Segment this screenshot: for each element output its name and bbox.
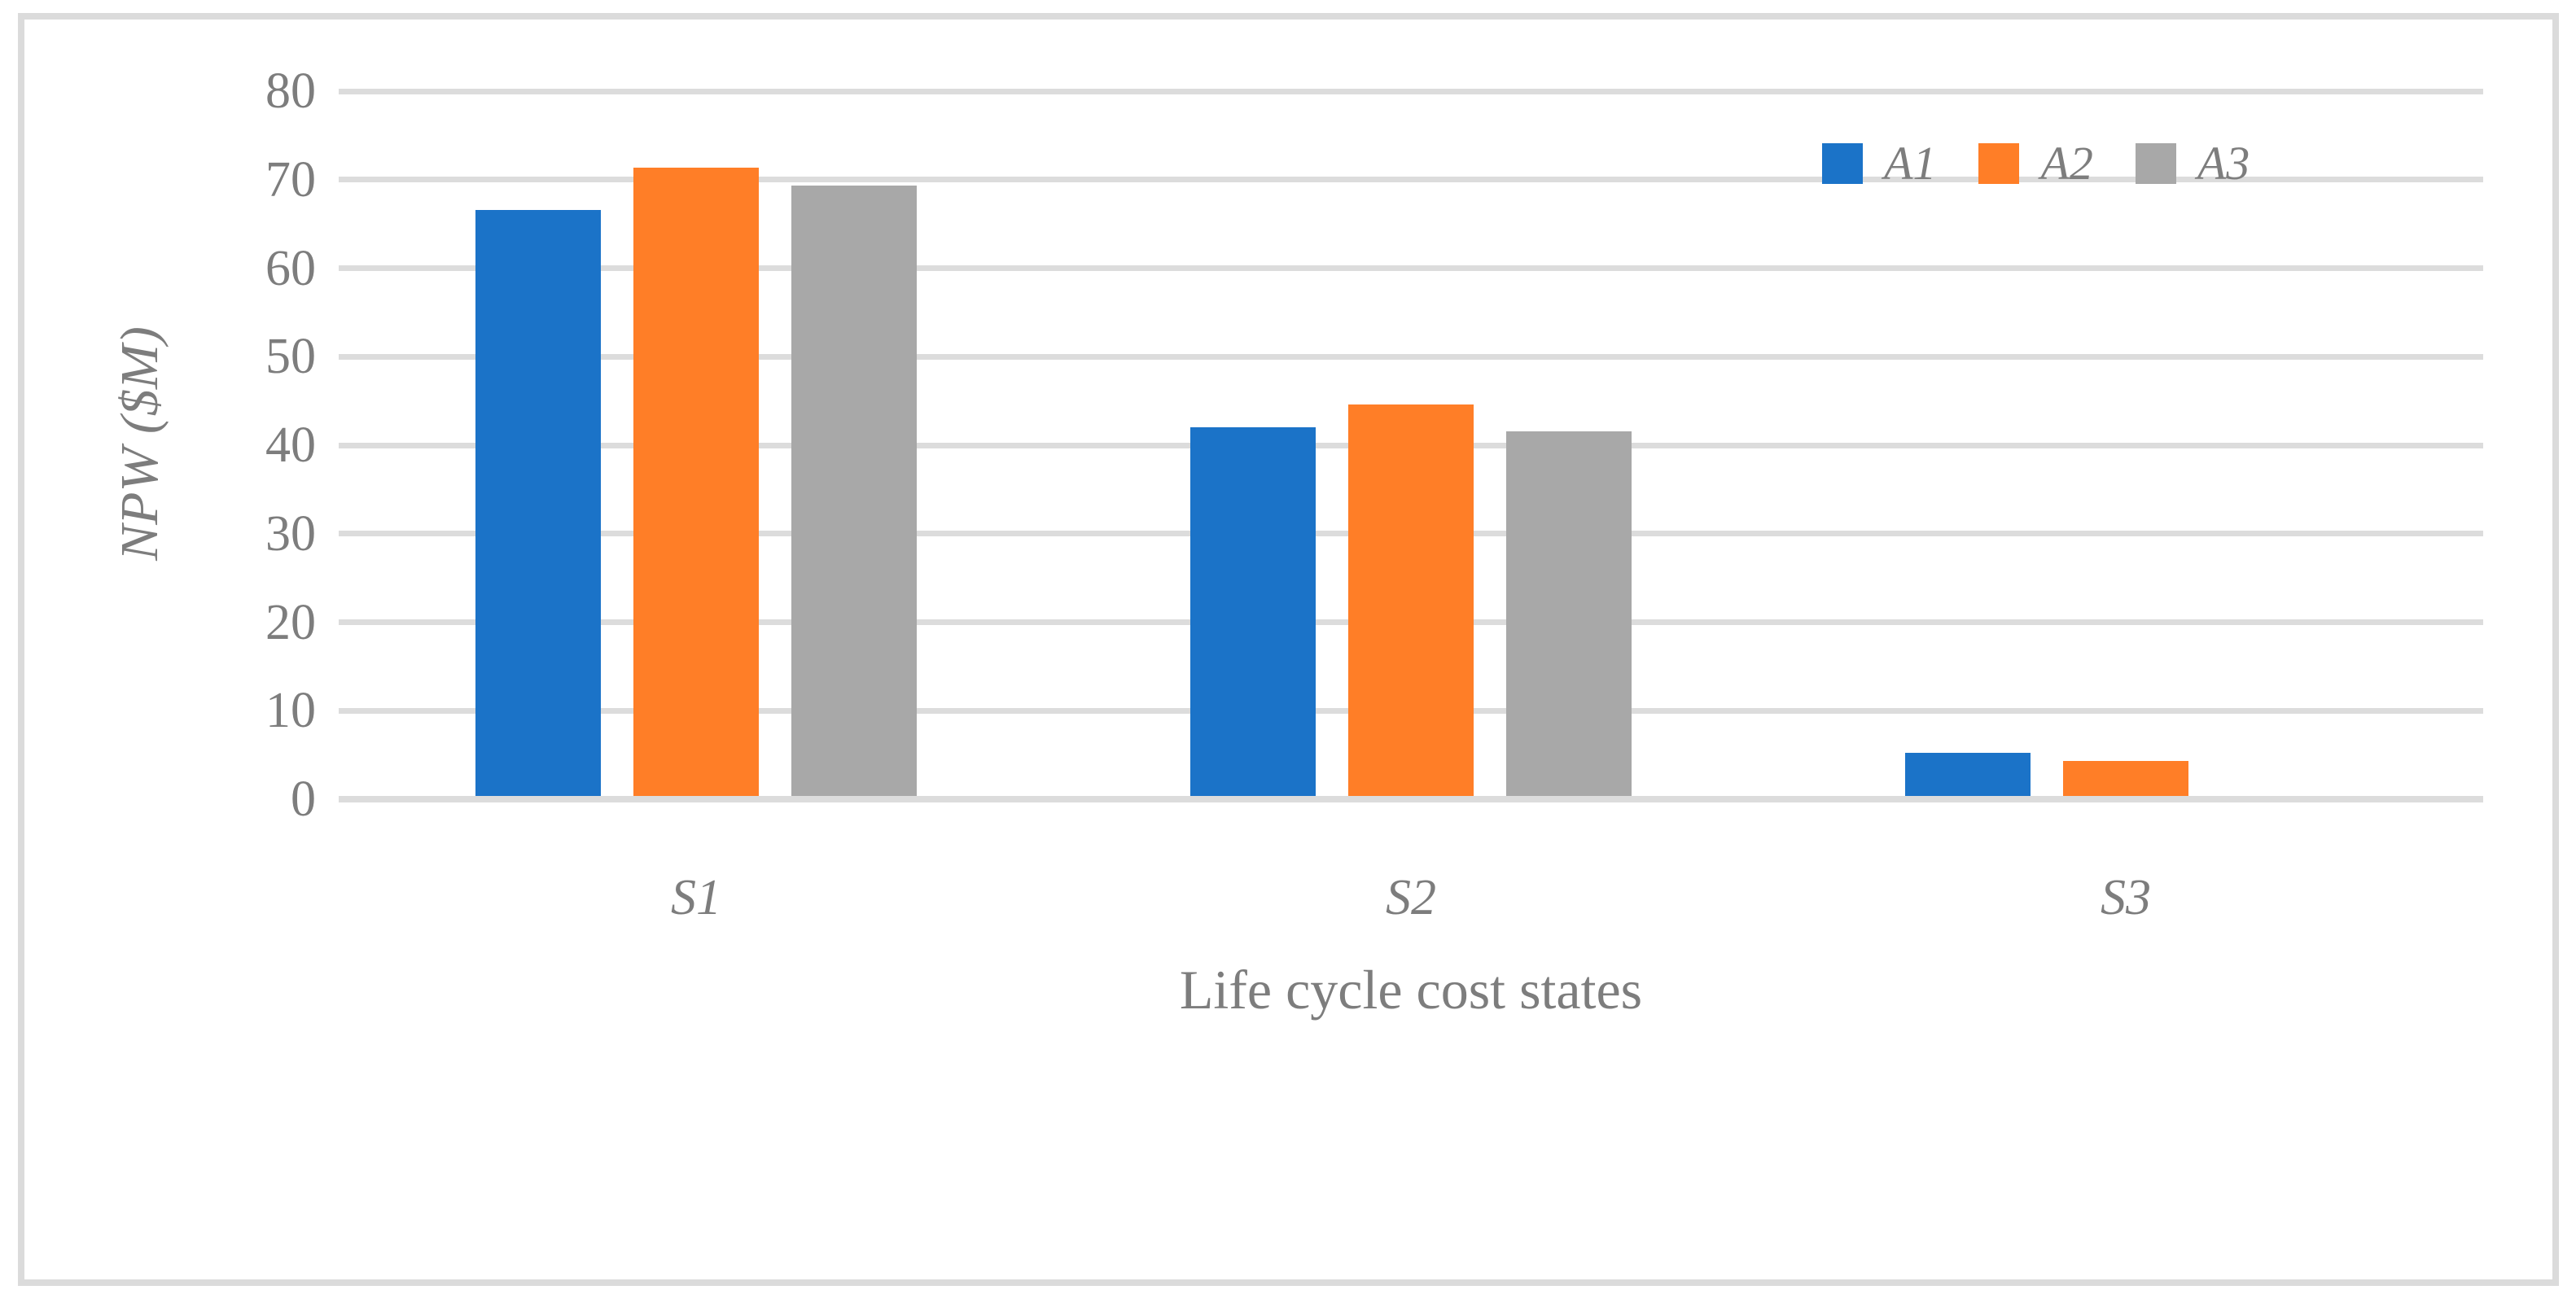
legend-item-a3: A3 [2135, 137, 2250, 190]
x-category-label-s1: S1 [671, 870, 721, 925]
x-axis-baseline [339, 796, 2483, 802]
y-tick-label-30: 30 [265, 505, 316, 562]
y-tick-label-20: 20 [265, 594, 316, 650]
legend-item-a2: A2 [1978, 137, 2093, 190]
bar-s1-a3 [791, 186, 917, 796]
gridline-y50 [339, 353, 2483, 360]
y-tick-label-70: 70 [265, 151, 316, 208]
legend-label-a2: A2 [2040, 137, 2093, 190]
bar-s1-a2 [633, 167, 759, 796]
bar-s3-a2 [2063, 761, 2188, 796]
gridline-y60 [339, 265, 2483, 271]
legend-swatch-a2 [1978, 143, 2020, 184]
legend-label-a1: A1 [1884, 137, 1937, 190]
y-tick-label-10: 10 [265, 683, 316, 739]
chart-legend: A1 A2 A3 [1822, 140, 2250, 187]
gridline-y80 [339, 88, 2483, 94]
legend-swatch-a3 [2135, 143, 2176, 184]
legend-label-a3: A3 [2197, 137, 2250, 190]
x-category-label-s2: S2 [1386, 870, 1436, 925]
legend-swatch-a1 [1822, 143, 1863, 184]
y-tick-label-60: 60 [265, 240, 316, 296]
y-tick-label-50: 50 [265, 329, 316, 385]
bar-s2-a1 [1190, 427, 1316, 796]
x-category-label-s3: S3 [2101, 870, 2151, 925]
y-tick-label-0: 0 [291, 772, 316, 827]
gridline-y70 [339, 177, 2483, 183]
bar-s2-a2 [1348, 404, 1474, 796]
legend-item-a1: A1 [1822, 140, 1936, 187]
bar-s2-a3 [1506, 431, 1632, 796]
bar-s3-a1 [1905, 753, 2031, 796]
bar-s1-a1 [475, 209, 601, 796]
x-axis-title: Life cycle cost states [1179, 959, 1643, 1021]
y-axis-title: NPW ($M) [110, 326, 169, 561]
y-tick-label-40: 40 [265, 418, 316, 473]
y-tick-label-80: 80 [265, 63, 316, 119]
